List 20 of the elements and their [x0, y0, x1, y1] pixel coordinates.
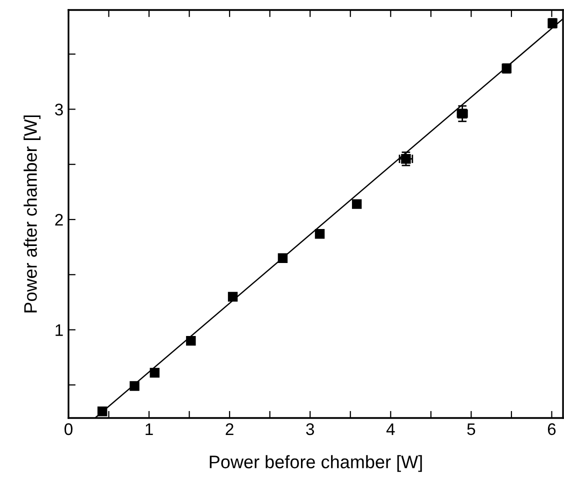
- point: [352, 199, 362, 209]
- y-axis-title: Power after chamber [W]: [24, 115, 40, 312]
- point: [150, 368, 160, 378]
- x-tick-label: 3: [306, 423, 314, 436]
- point: [186, 336, 196, 346]
- point: [314, 228, 325, 239]
- point: [130, 381, 140, 391]
- y-tick-label: 2: [55, 214, 63, 226]
- x-tick-label: 4: [386, 423, 395, 435]
- point: [278, 253, 288, 263]
- x-tick-label: 6: [548, 423, 556, 436]
- x-axis-title: Power before chamber [W]: [210, 455, 422, 472]
- y-tick-label: 3: [55, 104, 63, 116]
- x-tick-label: 0: [64, 423, 72, 436]
- y-tick-label: 1: [56, 324, 63, 336]
- point: [97, 406, 108, 416]
- x-tick-label: 2: [226, 423, 234, 435]
- x-tick-label: 1: [146, 423, 153, 435]
- x-tick-label: 5: [467, 423, 476, 436]
- point: [228, 292, 238, 302]
